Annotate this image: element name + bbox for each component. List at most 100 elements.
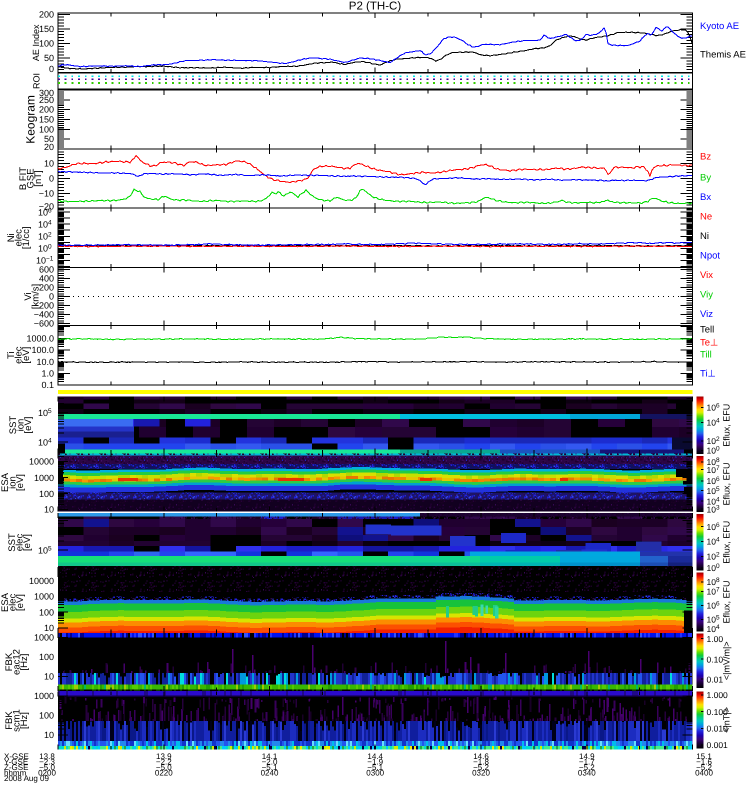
svg-text:By: By	[700, 173, 711, 184]
svg-text:105: 105	[38, 408, 52, 418]
svg-text:102: 102	[707, 552, 720, 562]
svg-text:ion: ion	[8, 476, 19, 489]
svg-text:104: 104	[707, 537, 720, 547]
svg-text:[eV]: [eV]	[21, 347, 32, 364]
svg-text:Tell: Tell	[700, 325, 714, 336]
svg-text:106: 106	[707, 522, 720, 532]
svg-text:104: 104	[38, 438, 52, 448]
svg-text:200: 200	[39, 282, 54, 292]
svg-text:Bx: Bx	[700, 192, 711, 203]
svg-text:50: 50	[44, 53, 54, 63]
svg-text:SST: SST	[7, 533, 18, 552]
svg-text:Kyoto AE: Kyoto AE	[700, 21, 739, 32]
svg-text:Ne: Ne	[700, 212, 712, 223]
svg-text:100: 100	[707, 563, 720, 573]
svg-text:[km/s]: [km/s]	[31, 284, 42, 309]
svg-text:scm1: scm1	[12, 709, 23, 732]
svg-text:10.0: 10.0	[36, 357, 54, 367]
svg-text:−10: −10	[39, 188, 54, 198]
svg-text:200: 200	[39, 105, 54, 115]
svg-text:elec: elec	[14, 229, 25, 247]
svg-text:Ti: Ti	[6, 351, 17, 359]
svg-text:Till: Till	[700, 350, 712, 361]
svg-text:105: 105	[707, 615, 720, 625]
svg-text:−200: −200	[34, 301, 54, 311]
svg-text:ROI: ROI	[32, 73, 42, 89]
svg-text:108: 108	[707, 577, 720, 587]
svg-text:[Hz]: [Hz]	[19, 712, 30, 729]
svg-text:Npot: Npot	[700, 251, 720, 262]
svg-text:GSE: GSE	[26, 168, 37, 188]
svg-text:Ni: Ni	[700, 231, 709, 242]
svg-text:[eV]: [eV]	[22, 534, 33, 551]
svg-text:Eflux, EFU: Eflux, EFU	[722, 462, 732, 505]
svg-text:300: 300	[39, 88, 54, 98]
svg-text:600: 600	[39, 264, 54, 274]
svg-text:ion: ion	[16, 419, 27, 432]
svg-text:150: 150	[39, 24, 54, 34]
svg-text:[1/cc]: [1/cc]	[21, 226, 32, 249]
svg-text:103: 103	[707, 504, 720, 514]
svg-text:0: 0	[49, 174, 54, 184]
svg-text:elec: elec	[15, 534, 26, 552]
svg-text:ESA: ESA	[0, 592, 11, 612]
svg-text:400: 400	[39, 273, 54, 283]
svg-text:106: 106	[707, 601, 720, 611]
svg-text:106: 106	[707, 403, 720, 413]
svg-text:[eV]: [eV]	[15, 594, 26, 611]
svg-text:−600: −600	[34, 319, 54, 329]
svg-text:1000: 1000	[34, 691, 54, 701]
svg-text:10000: 10000	[29, 457, 54, 467]
svg-text:100: 100	[39, 711, 54, 721]
svg-text:Te⊥: Te⊥	[700, 338, 718, 349]
svg-text:P2 (TH-C): P2 (TH-C)	[349, 1, 402, 13]
svg-text:100: 100	[39, 607, 54, 617]
svg-text:0.1: 0.1	[41, 380, 54, 390]
svg-text:108: 108	[707, 457, 720, 467]
svg-text:1000: 1000	[34, 473, 54, 483]
svg-text:200: 200	[39, 9, 54, 19]
svg-text:[Hz]: [Hz]	[19, 654, 30, 671]
svg-text:elec: elec	[8, 594, 19, 612]
svg-text:100: 100	[39, 652, 54, 662]
svg-text:SST: SST	[8, 416, 19, 435]
svg-text:eac12: eac12	[12, 649, 23, 675]
svg-text:Vi: Vi	[23, 292, 34, 300]
svg-text:100.0: 100.0	[31, 345, 54, 355]
svg-text:[nT]: [nT]	[33, 170, 44, 186]
svg-text:Bz: Bz	[700, 152, 711, 163]
svg-text:102: 102	[38, 232, 52, 242]
svg-text:Vix: Vix	[700, 270, 713, 281]
svg-text:105: 105	[707, 486, 720, 496]
svg-text:AE Index: AE Index	[31, 24, 41, 61]
svg-text:10: 10	[44, 505, 54, 515]
svg-text:100: 100	[39, 124, 54, 134]
svg-text:100: 100	[39, 489, 54, 499]
svg-text:0: 0	[49, 64, 54, 74]
svg-text:104: 104	[38, 219, 52, 229]
svg-text:102: 102	[707, 436, 720, 446]
svg-text:Eflux, EFU: Eflux, EFU	[722, 521, 732, 564]
svg-text:104: 104	[707, 624, 720, 634]
svg-text:FBK: FBK	[4, 652, 15, 671]
svg-text:104: 104	[707, 496, 720, 506]
svg-text:Viz: Viz	[700, 309, 713, 320]
svg-text:104: 104	[707, 418, 720, 428]
svg-text:100: 100	[38, 244, 52, 254]
svg-text:10: 10	[44, 159, 54, 169]
svg-text:1000: 1000	[34, 592, 54, 602]
svg-text:−400: −400	[34, 310, 54, 320]
svg-text:50: 50	[44, 134, 54, 144]
svg-text:105: 105	[38, 546, 52, 556]
svg-text:[eV]: [eV]	[23, 417, 34, 434]
svg-text:1000: 1000	[34, 633, 54, 643]
svg-text:ESA: ESA	[0, 472, 11, 492]
svg-text:1000.0: 1000.0	[26, 333, 54, 343]
svg-text:10000: 10000	[29, 576, 54, 586]
svg-text:Ni: Ni	[6, 233, 17, 242]
svg-text:106: 106	[707, 476, 720, 486]
svg-text:10: 10	[44, 730, 54, 740]
svg-text:10: 10	[44, 672, 54, 682]
svg-text:elec: elec	[14, 346, 25, 364]
svg-text:Ti⊥: Ti⊥	[700, 369, 716, 380]
